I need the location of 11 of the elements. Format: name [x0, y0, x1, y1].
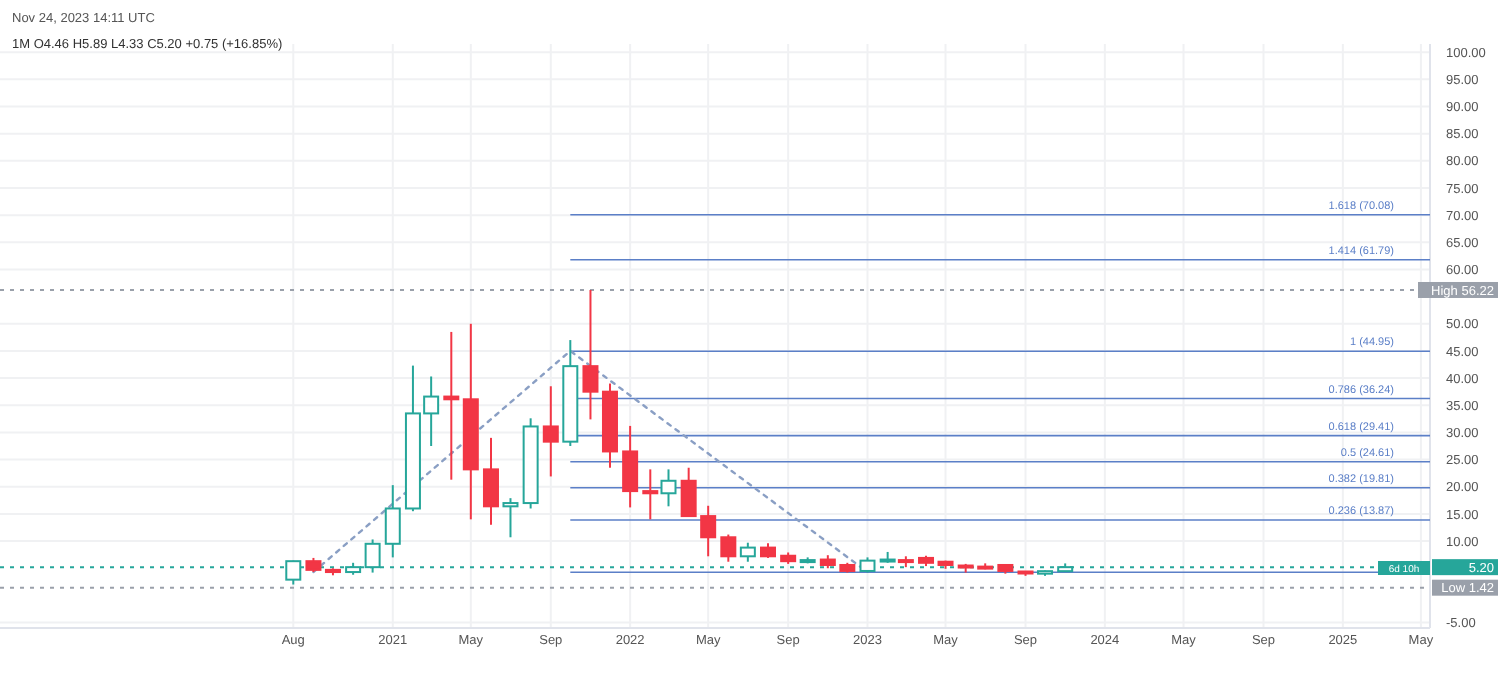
- candlestick: [720, 533, 737, 563]
- candlestick: [443, 330, 460, 481]
- candlestick: [660, 468, 677, 508]
- candlestick: [542, 385, 559, 478]
- candlestick: [502, 497, 519, 539]
- candlestick: [622, 424, 639, 509]
- candlestick: [739, 541, 756, 563]
- candlestick: [582, 288, 599, 421]
- candlestick: [642, 468, 659, 521]
- candlestick: [384, 484, 401, 559]
- candlestick: [482, 436, 499, 526]
